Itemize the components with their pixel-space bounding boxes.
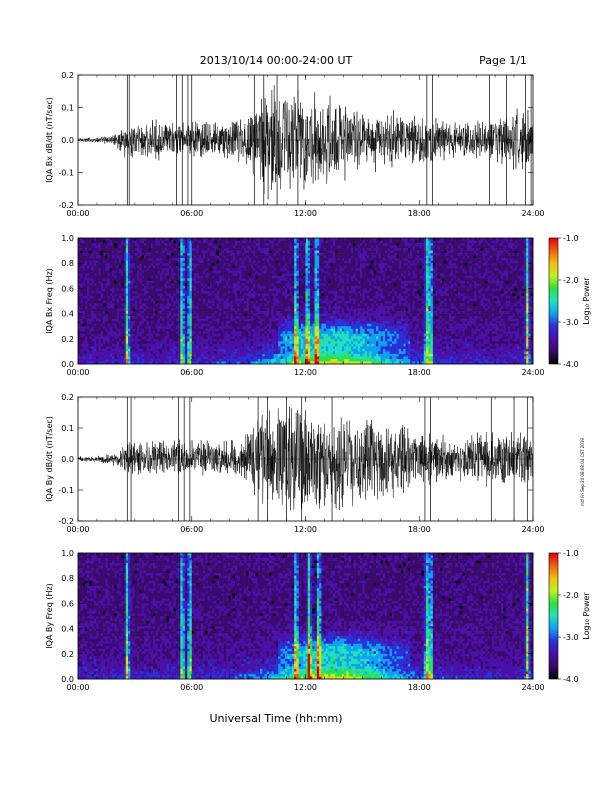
y-axis-label: IQA Bx dB/dt (nT/sec) [45,97,54,183]
x-tick-label: 24:00 [521,368,544,377]
panel-bx-time-series: 00:00 06:00 12:00 18:00 24:00 0.2 0.1 0.0 -0.1 -0… [45,71,545,218]
x-tick-label: 12:00 [294,683,317,692]
y-tick-label: 1.0 [61,234,74,243]
colorbar [549,553,558,679]
x-tick-label: 00:00 [66,368,89,377]
signal-trace [78,407,533,510]
date-range-title: 2013/10/14 00:00-24:00 UT [200,54,353,67]
y-tick-label: -0.1 [58,486,74,495]
colorbar-tick-label: -2.0 [563,276,579,285]
x-tick-label: 06:00 [180,209,203,218]
x-tick-label: 18:00 [408,209,431,218]
y-tick-label: 0.2 [61,650,74,659]
colorbar-tick-label: -1.0 [563,549,579,558]
colorbar-label: Log₁₀ Power [582,592,591,640]
y-axis-label: IQA Bx Freq (Hz) [45,268,54,334]
colorbar-tick-label: -3.0 [563,318,579,327]
colorbar-tick-label: -4.0 [563,675,579,684]
panel-by-time-series: 00:00 06:00 12:00 18:00 24:00 0.2 0.1 0.0 -0.1 -0… [45,393,545,534]
x-tick-label: 00:00 [66,209,89,218]
colorbar-label: Log₁₀ Power [582,277,591,325]
y-tick-label: 0.1 [61,424,74,433]
colorbar [549,238,558,364]
panel-bx-spectrogram: 00:00 06:00 12:00 18:00 24:00 1.0 0.8 0.6 0.4 0.2… [45,234,591,377]
page-indicator: Page 1/1 [479,54,527,67]
y-axis-label: IQA By Freq (Hz) [45,583,54,649]
x-tick-label: 18:00 [408,368,431,377]
y-tick-label: 0.8 [61,574,74,583]
y-tick-label: 0.0 [61,136,74,145]
x-tick-label: 00:00 [66,683,89,692]
x-axis-title: Universal Time (hh:mm) [210,712,343,725]
y-tick-label: -0.2 [58,517,74,526]
x-tick-label: 24:00 [521,209,544,218]
panel-by-spectrogram: 00:00 06:00 12:00 18:00 24:00 1.0 0.8 0.6 0.4 0.2… [45,549,591,692]
spectrogram-image [78,238,533,364]
x-tick-label: 18:00 [408,525,431,534]
signal-trace [78,85,533,199]
x-tick-label: 06:00 [180,525,203,534]
x-tick-label: 06:00 [180,368,203,377]
x-tick-label: 24:00 [521,683,544,692]
y-axis-label: IQA By dB/dt (nT/sec) [45,416,54,502]
y-tick-label: 1.0 [61,549,74,558]
x-tick-label: 06:00 [180,683,203,692]
y-tick-label: 0.1 [61,104,74,113]
spectrogram-image [78,553,533,679]
y-tick-label: 0.0 [61,360,74,369]
side-stamp: mtf Fri Sep 20 08:08:04 CST 2019 [580,438,585,506]
x-tick-label: 24:00 [521,525,544,534]
y-tick-label: 0.0 [61,455,74,464]
x-tick-label: 12:00 [294,525,317,534]
y-tick-label: 0.6 [61,284,74,293]
colorbar-tick-label: -4.0 [563,360,579,369]
x-tick-label: 12:00 [294,368,317,377]
y-tick-label: -0.1 [58,169,74,178]
y-tick-label: 0.0 [61,675,74,684]
y-tick-label: 0.4 [61,625,74,634]
y-tick-label: 0.2 [61,393,74,402]
colorbar-tick-label: -1.0 [563,234,579,243]
colorbar-tick-label: -2.0 [563,591,579,600]
y-tick-label: 0.6 [61,599,74,608]
y-tick-label: 0.4 [61,310,74,319]
x-tick-label: 00:00 [66,525,89,534]
y-tick-label: 0.8 [61,259,74,268]
y-tick-label: 0.2 [61,71,74,80]
colorbar-tick-label: -3.0 [563,633,579,642]
x-tick-label: 18:00 [408,683,431,692]
x-tick-label: 12:00 [294,209,317,218]
y-tick-label: -0.2 [58,201,74,210]
y-tick-label: 0.2 [61,335,74,344]
